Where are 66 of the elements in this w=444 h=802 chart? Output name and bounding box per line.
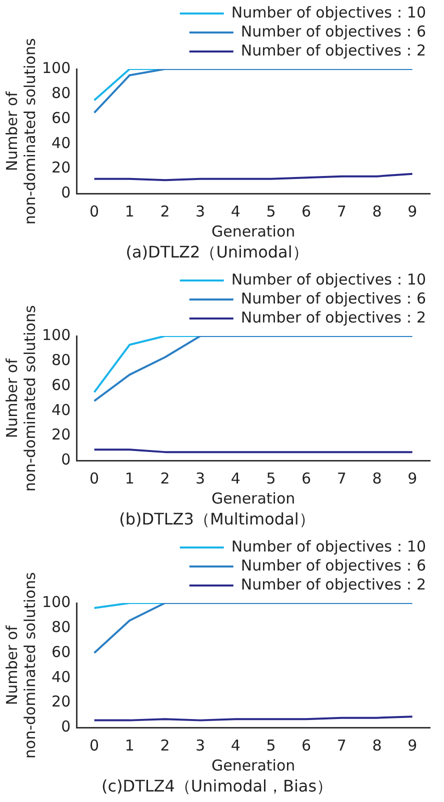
y-tick-label: 20: [52, 158, 71, 177]
x-tick-label: 3: [196, 736, 206, 755]
x-tick-label: 7: [336, 470, 346, 488]
x-tick-label: 2: [160, 470, 170, 488]
y-tick-label: 0: [61, 184, 71, 202]
x-axis-title: Generation: [211, 222, 296, 241]
legend-label: Number of objectives：2: [240, 41, 426, 60]
legend-label: Number of objectives：2: [240, 308, 426, 326]
x-tick-label: 1: [124, 736, 134, 755]
x-tick-label: 9: [408, 470, 418, 488]
x-tick-label: 8: [372, 202, 382, 221]
x-tick-label: 0: [90, 202, 100, 221]
legend-label: Number of objectives：6: [240, 289, 426, 308]
x-tick-label: 3: [196, 202, 206, 221]
text: (a)DTLZ2（Unimodal）: [126, 242, 308, 262]
y-tick-label: 60: [52, 376, 71, 394]
legend-label: Number of objectives：10: [231, 3, 426, 22]
x-tick-label: 6: [302, 470, 312, 488]
x-tick-label: 5: [266, 202, 276, 221]
y-tick-label: 60: [52, 108, 71, 127]
x-tick-label: 4: [230, 736, 240, 755]
y-tick-label: 80: [52, 618, 71, 636]
legend-label: Number of objectives：6: [240, 556, 426, 574]
x-tick-label: 5: [266, 736, 276, 755]
x-tick-label: 3: [196, 470, 206, 488]
y-axis-title: Number of non-dominated solutions: [2, 305, 39, 492]
y-tick-label: 100: [42, 326, 71, 344]
x-tick-label: 6: [302, 202, 312, 221]
x-tick-label: 6: [302, 736, 312, 755]
x-tick-label: 0: [90, 736, 100, 755]
y-tick-label: 80: [52, 84, 71, 102]
x-tick-label: 2: [160, 202, 170, 221]
y-tick-label: 80: [52, 350, 71, 369]
x-tick-label: 1: [124, 470, 134, 488]
y-axis-title: Number of non-dominated solutions: [2, 572, 39, 759]
x-tick-label: 9: [408, 736, 418, 755]
x-tick-label: 9: [408, 202, 418, 221]
legend-label: Number of objectives：2: [240, 575, 426, 594]
x-tick-label: 4: [230, 202, 240, 221]
x-tick-label: 2: [160, 736, 170, 755]
x-tick-label: 0: [90, 470, 100, 488]
y-tick-label: 40: [52, 668, 71, 686]
y-axis-title: Number of non-dominated solutions: [2, 38, 39, 225]
x-axis-title: Generation: [211, 490, 296, 508]
x-tick-label: 1: [124, 202, 134, 221]
y-tick-label: 60: [52, 642, 71, 661]
y-tick-label: 100: [42, 58, 71, 77]
y-tick-label: 40: [52, 134, 71, 152]
x-axis-title: Generation: [211, 756, 296, 775]
x-tick-label: 5: [266, 470, 276, 488]
x-tick-label: 8: [372, 470, 382, 488]
y-tick-label: 40: [52, 400, 71, 419]
y-tick-label: 20: [52, 426, 71, 444]
text: (b)DTLZ3（Multimodal）: [119, 510, 315, 529]
y-tick-label: 0: [61, 450, 71, 469]
y-tick-label: 100: [42, 592, 71, 611]
y-tick-label: 0: [61, 718, 71, 736]
x-tick-label: 8: [372, 736, 382, 755]
x-tick-label: 7: [336, 736, 346, 755]
x-tick-label: 7: [336, 202, 346, 221]
text: (c)DTLZ4（Unimodal，Bias）: [101, 776, 333, 796]
x-tick-label: 4: [230, 470, 240, 488]
y-tick-label: 20: [52, 692, 71, 711]
legend-label: Number of objectives：10: [231, 270, 426, 288]
legend-label: Number of objectives：6: [240, 22, 426, 40]
legend-label: Number of objectives：10: [231, 537, 426, 556]
